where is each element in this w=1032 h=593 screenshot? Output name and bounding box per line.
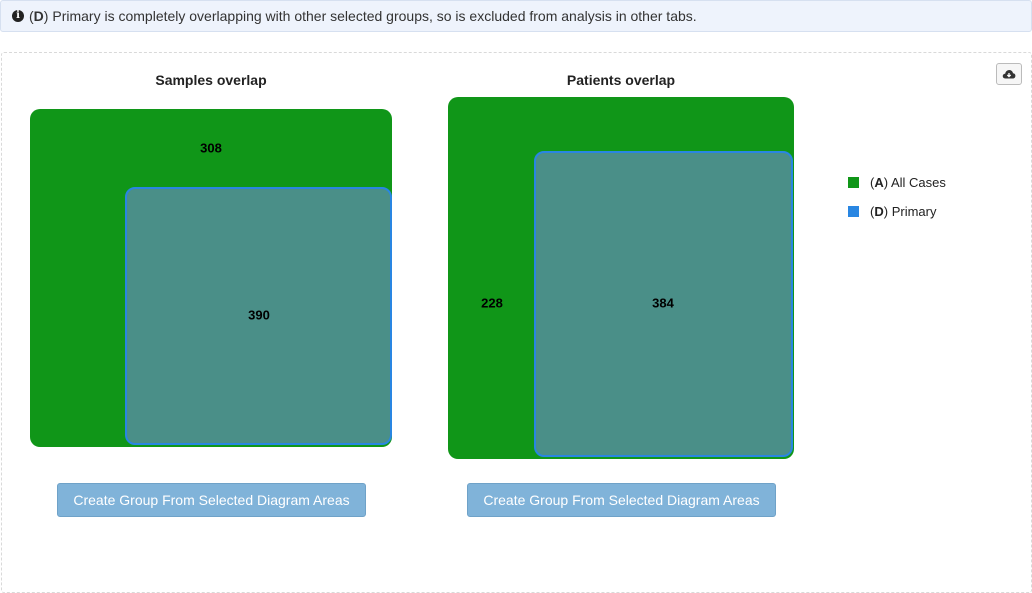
patients-create-group-button[interactable]: Create Group From Selected Diagram Areas [467, 483, 776, 517]
legend-item-primary: (D) Primary [848, 197, 946, 226]
samples-create-group-button[interactable]: Create Group From Selected Diagram Areas [57, 483, 366, 517]
patients-chart-title: Patients overlap [566, 72, 676, 88]
legend-swatch-blue [848, 206, 859, 217]
alert-group-letter: D [33, 8, 44, 24]
samples-region-a-and-d[interactable] [125, 187, 392, 445]
samples-a-only-count: 308 [200, 140, 222, 156]
patients-overlap-count: 384 [652, 295, 674, 311]
legend: (A) All Cases (D) Primary [848, 168, 946, 226]
download-button[interactable] [996, 63, 1022, 85]
samples-chart-title: Samples overlap [155, 72, 267, 88]
patients-a-only-count: 228 [481, 295, 503, 311]
legend-label: (A) All Cases [870, 175, 946, 190]
legend-swatch-green [848, 177, 859, 188]
info-alert: i (D) Primary is completely overlapping … [0, 0, 1032, 32]
patients-region-a-and-d[interactable] [534, 151, 793, 457]
info-circle-icon: i [12, 10, 24, 22]
alert-text: (D) Primary is completely overlapping wi… [29, 8, 697, 24]
samples-overlap-count: 390 [248, 307, 270, 323]
cloud-download-icon [1002, 69, 1016, 78]
legend-item-all-cases: (A) All Cases [848, 168, 946, 197]
legend-label: (D) Primary [870, 204, 937, 219]
